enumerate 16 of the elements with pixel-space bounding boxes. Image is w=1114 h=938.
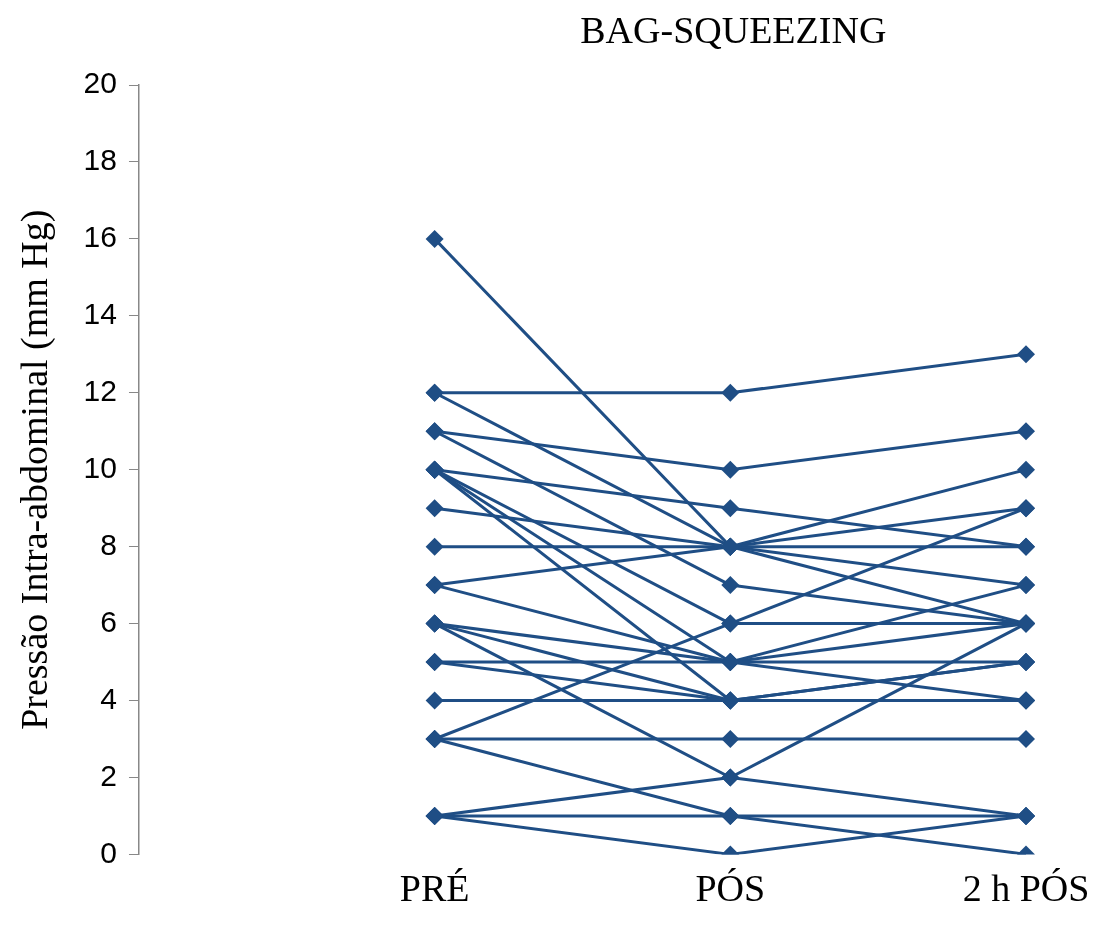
y-tick-label: 16 — [83, 220, 117, 254]
y-tick-label: 4 — [100, 681, 117, 715]
y-tick-label: 8 — [100, 527, 117, 561]
y-tick-label: 0 — [100, 835, 117, 869]
x-tick-label: PÓS — [695, 867, 766, 910]
x-tick-label: PRÉ — [399, 867, 470, 910]
x-tick-label: 2 h PÓS — [962, 867, 1090, 910]
y-tick-label: 14 — [83, 297, 117, 331]
y-tick-label: 2 — [100, 758, 117, 792]
y-tick-label: 18 — [83, 143, 117, 177]
y-tick-label: 10 — [83, 450, 117, 484]
y-axis-title: Pressão Intra-abdominal (mm Hg) — [12, 209, 56, 730]
chart-title: BAG-SQUEEZING — [580, 8, 887, 51]
y-tick-label: 20 — [83, 66, 117, 100]
y-tick-label: 12 — [83, 374, 117, 408]
y-tick-label: 6 — [100, 604, 117, 638]
